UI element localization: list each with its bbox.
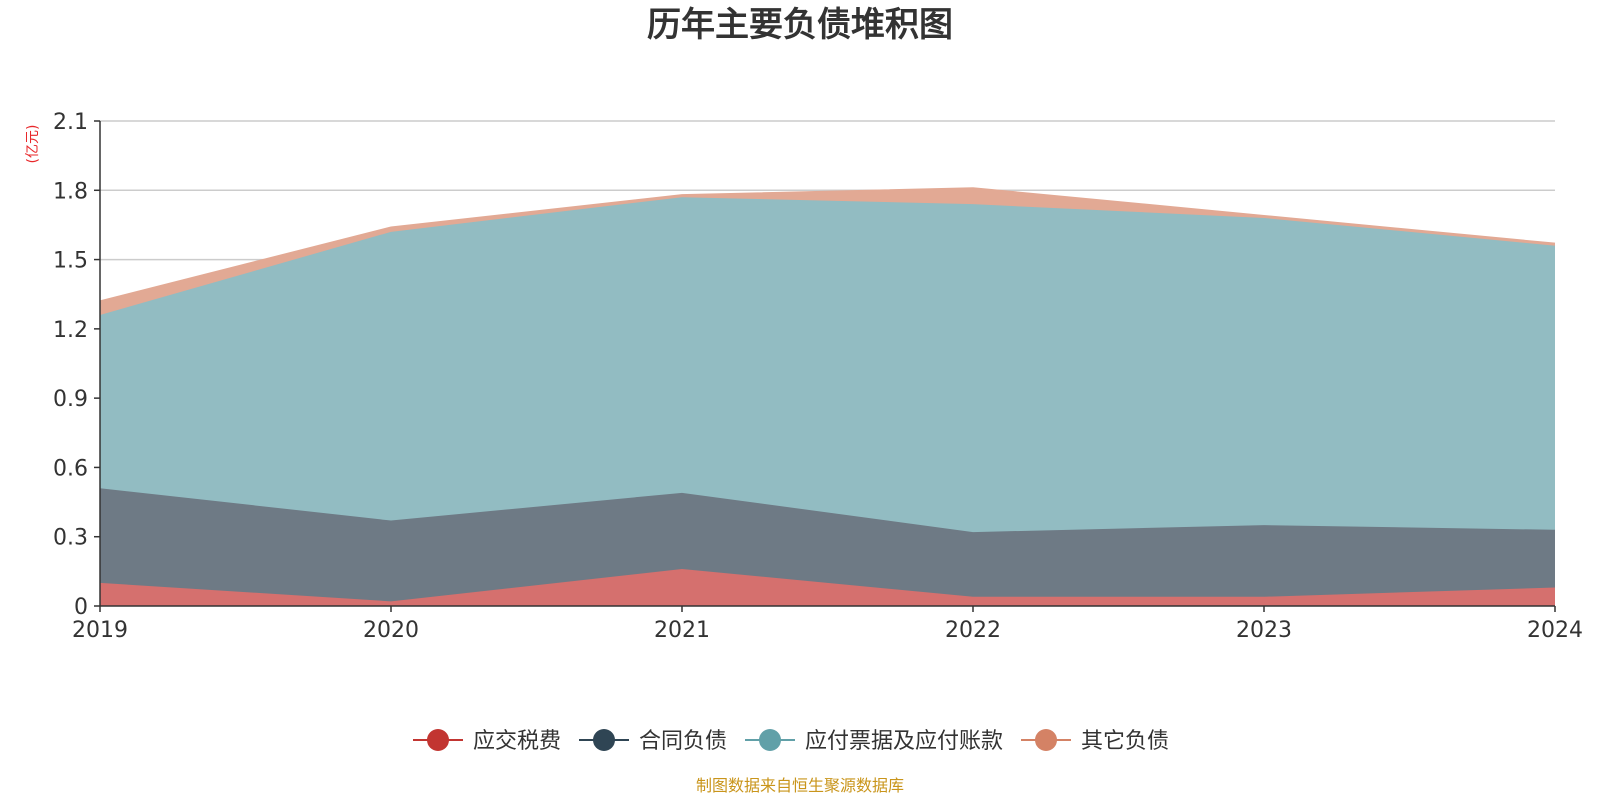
legend-label: 应付票据及应付账款 [805, 729, 1003, 754]
chart-title: 历年主要负债堆积图 [647, 5, 953, 45]
y-tick-label: 0 [74, 595, 88, 620]
series-areas [99, 187, 1556, 606]
axes: 0 0.3 0.6 0.9 1.2 1.5 1.8 2.1 2019 2020 2021 2022 20… [53, 110, 1583, 643]
x-tick-label: 2022 [945, 618, 1001, 643]
legend-marker-icon [759, 729, 781, 751]
y-tick-label: 1.8 [53, 179, 88, 204]
x-tick-label: 2020 [363, 618, 419, 643]
y-tick-label: 1.2 [53, 318, 88, 343]
x-tick-label: 2024 [1527, 618, 1583, 643]
y-tick-label: 0.3 [53, 526, 88, 551]
data-source-note: 制图数据来自恒生聚源数据库 [696, 776, 904, 795]
legend-marker-icon [427, 729, 449, 751]
y-tick-label: 0.6 [53, 456, 88, 481]
legend-item-3: 其它负债 [1021, 729, 1169, 754]
legend: 应交税费 合同负债 应付票据及应付账款 其它负债 [413, 729, 1169, 754]
legend-item-2: 应付票据及应付账款 [745, 729, 1003, 754]
area-series-1 [100, 488, 1555, 602]
y-tick-label: 2.1 [53, 110, 88, 135]
legend-label: 其它负债 [1081, 729, 1169, 754]
x-tick-label: 2019 [72, 618, 128, 643]
series-line-3 [99, 187, 1556, 302]
x-tick-label: 2021 [654, 618, 710, 643]
y-tick-label: 0.9 [53, 387, 88, 412]
legend-label: 应交税费 [473, 729, 561, 754]
x-tick-label: 2023 [1236, 618, 1292, 643]
legend-item-0: 应交税费 [413, 729, 561, 754]
legend-item-1: 合同负债 [579, 729, 727, 754]
legend-label: 合同负债 [639, 729, 727, 754]
legend-marker-icon [593, 729, 615, 751]
y-axis-unit-label: (亿元) [25, 125, 41, 164]
area-series-2 [100, 197, 1555, 533]
legend-marker-icon [1035, 729, 1057, 751]
y-tick-label: 1.5 [53, 249, 88, 274]
